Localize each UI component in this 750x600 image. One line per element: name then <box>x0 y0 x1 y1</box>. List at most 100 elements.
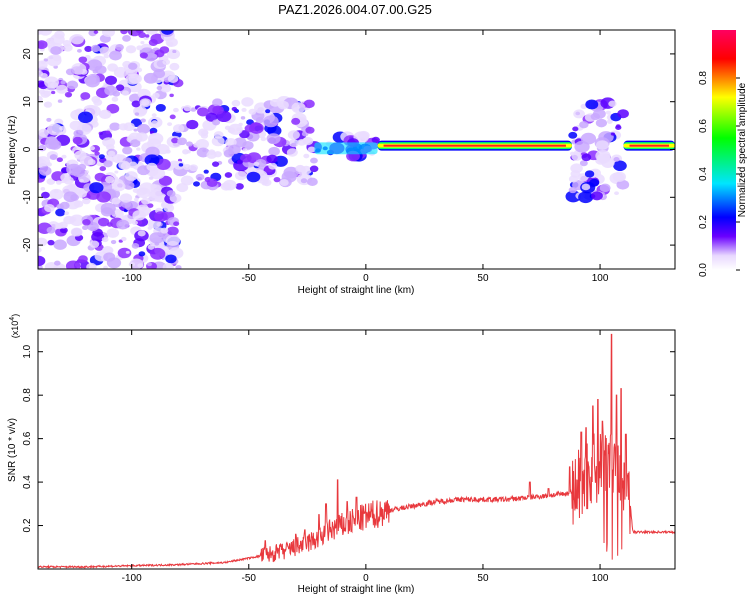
spectrogram-cell <box>150 248 165 260</box>
spectrogram-cell <box>148 203 154 208</box>
spectrogram-cell <box>98 218 109 227</box>
spectrogram-cell <box>241 97 253 106</box>
snr-x-label: Height of straight line (km) <box>298 584 415 595</box>
spectrogram-cell <box>121 237 126 241</box>
spectrogram-cell <box>201 130 208 136</box>
x-tick-label: 100 <box>592 273 609 284</box>
spectrogram-cell <box>147 262 152 266</box>
spectrogram-cell <box>80 92 90 100</box>
spectrogram-cell <box>235 171 247 180</box>
spectrogram-cell <box>60 173 71 181</box>
spectrogram-cell <box>66 68 75 75</box>
spectrogram-cell <box>613 157 619 162</box>
spectrogram-cell <box>167 122 172 126</box>
spectrogram-cell <box>301 166 312 175</box>
spectrogram-cell <box>170 115 176 120</box>
spectrogram-cell <box>267 133 281 144</box>
spectrogram-cell <box>74 150 86 159</box>
spectrogram-cell <box>128 26 142 37</box>
spectrogram-cell <box>132 210 145 220</box>
spectrogram-cell <box>66 164 81 176</box>
spectrogram-cell <box>617 109 629 118</box>
spectrogram-cell <box>125 171 138 181</box>
spectrogram-cell <box>138 230 146 236</box>
spectrogram-cell <box>82 198 90 204</box>
spectrogram-cell <box>248 109 256 115</box>
spectrogram-cell <box>160 46 170 53</box>
spectrogram-cell <box>137 263 143 268</box>
spectrogram-cell <box>38 145 46 151</box>
spectrogram-cell <box>137 187 147 195</box>
spectrogram-cell <box>95 173 106 182</box>
spectrogram-cell <box>212 106 224 115</box>
spectrogram-cell <box>139 251 146 256</box>
spectrogram-cell <box>596 140 609 150</box>
spectrogram-cell <box>585 170 594 177</box>
spectrogram-cell <box>232 100 241 107</box>
spectrogram-cell <box>99 154 105 159</box>
spectrogram-cell <box>119 123 128 130</box>
spectrogram-cell <box>111 179 123 189</box>
spectrogram-cell <box>573 109 585 118</box>
spectrogram-cell <box>615 125 621 130</box>
spectrogram-cell <box>256 117 264 123</box>
spectrogram-cell <box>122 90 129 95</box>
spectrogram-cell <box>105 76 117 85</box>
spectrogram-cell <box>137 124 150 134</box>
spectrogram-cell <box>126 251 130 254</box>
spectrogram-cell <box>104 86 117 96</box>
colorbar-tick-label: 0.8 <box>698 71 709 85</box>
spectrogram-cell <box>126 74 141 85</box>
spectrogram-cell <box>582 184 591 191</box>
spectrogram-cell <box>144 73 158 84</box>
spectrogram-cell <box>291 143 297 147</box>
spectrogram-cell <box>149 176 154 180</box>
spectrogram-cell <box>579 121 588 128</box>
spectrogram-cell <box>82 219 91 226</box>
spectrogram-cell <box>310 158 318 164</box>
spectrogram-cell <box>193 181 200 186</box>
spectrogram-cell <box>265 109 270 113</box>
spectrogram-cell <box>64 211 69 215</box>
spectrogram-cell <box>61 155 66 159</box>
spectrogram-cell <box>91 96 100 103</box>
spectrogram-cell <box>107 63 118 71</box>
spectrogram-cell <box>73 130 82 137</box>
spectrogram-cell <box>53 240 66 250</box>
spectrogram-cell <box>90 146 95 150</box>
spectrogram-cell <box>58 99 63 103</box>
spectrogram-cell <box>268 163 277 170</box>
spectrogram-cell <box>46 55 61 67</box>
spectrogram-cell <box>136 132 148 141</box>
spectrogram-cell <box>79 179 84 183</box>
snr-x-ticks: -100 -50 0 50 100 <box>122 330 609 584</box>
spectrogram-cell <box>133 128 137 131</box>
spectrogram-cell <box>173 108 179 112</box>
spectrogram-cell <box>129 162 138 169</box>
spectrogram-cell <box>173 221 179 226</box>
spectrogram-cell <box>114 170 118 173</box>
spectrogram-cell <box>109 122 120 130</box>
spectrogram-cell <box>44 101 52 107</box>
spectrogram-cell <box>150 184 156 189</box>
x-tick-label: -100 <box>122 573 142 584</box>
spectrogram-cell <box>163 263 174 272</box>
snr-panel: -100 -50 0 50 100 0.2 0.4 0.6 0.8 1.0 Height of … <box>7 314 675 595</box>
x-tick-label: -50 <box>242 573 257 584</box>
spectrogram-cell <box>177 138 187 146</box>
spectrogram-cell <box>109 51 122 61</box>
spectrogram-cell <box>65 92 72 98</box>
spectrogram-cell <box>120 193 132 202</box>
spectrogram-cell <box>115 44 124 51</box>
spectrogram-cell <box>141 206 147 210</box>
colorbar-label: Normalized spectral amplitude <box>737 82 748 217</box>
spectrogram-cell <box>582 154 592 161</box>
spectrogram-cell <box>225 172 232 178</box>
spectrogram-cell <box>46 162 52 166</box>
spectrogram-cell <box>611 132 615 135</box>
spectrogram-cell <box>50 154 58 160</box>
snr-y-label: SNR (10 * v/v) <box>7 418 18 482</box>
spectrogram-cell <box>103 252 115 261</box>
spectrogram-cell <box>126 45 137 53</box>
spectrogram-cell <box>288 130 300 139</box>
